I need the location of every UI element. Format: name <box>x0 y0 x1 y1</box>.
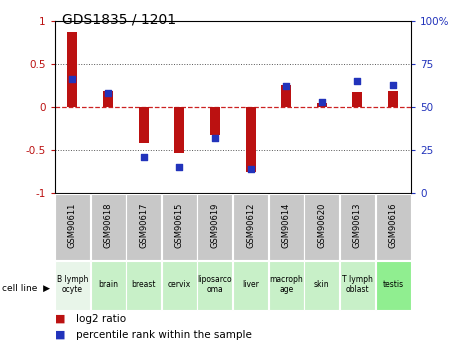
Bar <box>376 194 410 260</box>
Bar <box>198 261 232 310</box>
Point <box>353 78 361 84</box>
Text: liposarco
oma: liposarco oma <box>198 275 232 294</box>
Text: liver: liver <box>242 280 259 289</box>
Text: GSM90611: GSM90611 <box>68 203 77 248</box>
Bar <box>162 261 197 310</box>
Bar <box>352 92 362 107</box>
Bar <box>233 194 268 260</box>
Bar <box>269 194 304 260</box>
Text: GSM90619: GSM90619 <box>210 203 219 248</box>
Text: cell line  ▶: cell line ▶ <box>2 284 50 293</box>
Bar <box>281 85 291 107</box>
Text: GSM90612: GSM90612 <box>246 203 255 248</box>
Bar <box>103 91 113 107</box>
Bar <box>162 194 197 260</box>
Bar <box>246 107 256 171</box>
Text: GSM90613: GSM90613 <box>353 203 362 248</box>
Point <box>282 83 290 89</box>
Text: GSM90620: GSM90620 <box>317 203 326 248</box>
Text: T lymph
oblast: T lymph oblast <box>342 275 373 294</box>
Bar <box>198 194 232 260</box>
Point <box>390 82 397 87</box>
Bar <box>317 103 327 107</box>
Text: percentile rank within the sample: percentile rank within the sample <box>76 330 252 339</box>
Point <box>104 90 112 96</box>
Bar <box>91 194 125 260</box>
Bar <box>340 194 375 260</box>
Text: GDS1835 / 1201: GDS1835 / 1201 <box>62 12 176 26</box>
Bar <box>304 194 339 260</box>
Bar <box>126 261 161 310</box>
Bar <box>340 261 375 310</box>
Point <box>211 135 218 141</box>
Bar <box>67 32 77 107</box>
Text: testis: testis <box>382 280 404 289</box>
Text: GSM90616: GSM90616 <box>389 203 398 248</box>
Text: macroph
age: macroph age <box>269 275 303 294</box>
Point <box>176 165 183 170</box>
Text: B lymph
ocyte: B lymph ocyte <box>57 275 88 294</box>
Bar <box>233 261 268 310</box>
Bar <box>304 261 339 310</box>
Text: log2 ratio: log2 ratio <box>76 314 126 324</box>
Text: ■: ■ <box>55 314 65 324</box>
Bar <box>269 261 304 310</box>
Bar <box>210 107 220 135</box>
Point <box>68 77 76 82</box>
Text: ■: ■ <box>55 330 65 339</box>
Bar <box>139 107 149 143</box>
Text: brain: brain <box>98 280 118 289</box>
Point <box>247 166 255 172</box>
Text: GSM90617: GSM90617 <box>139 203 148 248</box>
Text: GSM90615: GSM90615 <box>175 203 184 248</box>
Text: GSM90618: GSM90618 <box>104 203 113 248</box>
Bar <box>174 107 184 152</box>
Bar <box>388 91 398 107</box>
Point <box>140 154 147 160</box>
Point <box>318 99 326 105</box>
Bar <box>55 194 90 260</box>
Bar <box>376 261 410 310</box>
Text: cervix: cervix <box>168 280 191 289</box>
Bar <box>126 194 161 260</box>
Text: skin: skin <box>314 280 330 289</box>
Text: GSM90614: GSM90614 <box>282 203 291 248</box>
Text: breast: breast <box>132 280 156 289</box>
Bar <box>91 261 125 310</box>
Bar <box>55 261 90 310</box>
